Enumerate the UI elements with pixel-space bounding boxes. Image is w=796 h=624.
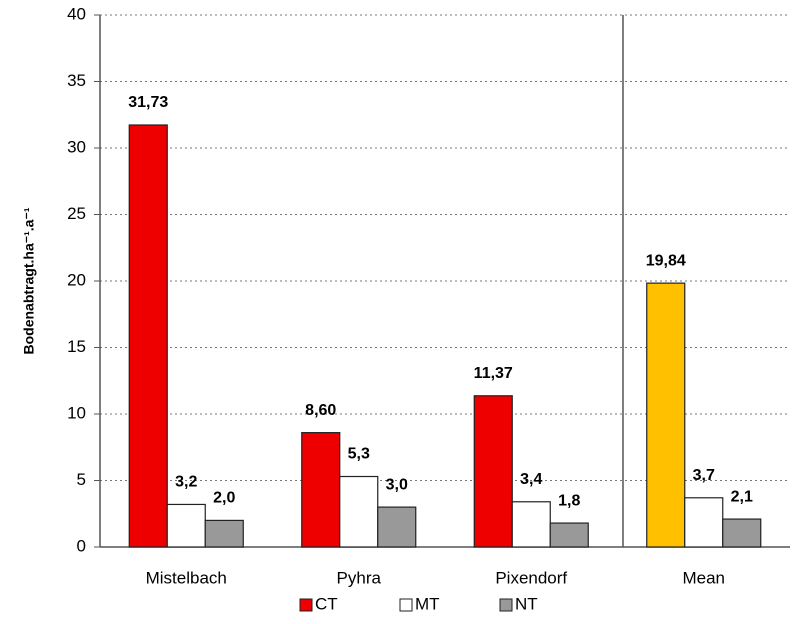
bar bbox=[722, 518, 762, 548]
y-tick-label: 40 bbox=[67, 4, 86, 23]
bar bbox=[646, 282, 686, 548]
legend-label: CT bbox=[315, 594, 338, 613]
legend-label: NT bbox=[515, 594, 538, 613]
bar bbox=[166, 503, 206, 548]
bar bbox=[684, 497, 724, 548]
bar bbox=[377, 506, 417, 548]
bar bbox=[473, 395, 513, 548]
legend-label: MT bbox=[415, 594, 440, 613]
y-tick-label: 10 bbox=[67, 403, 86, 422]
x-tick-label: Pyhra bbox=[337, 568, 382, 587]
bar bbox=[339, 475, 379, 548]
legend-swatch bbox=[299, 598, 313, 612]
bar bbox=[204, 519, 244, 548]
bar bbox=[301, 432, 341, 548]
y-tick-label: 30 bbox=[67, 137, 86, 156]
y-tick-label: 25 bbox=[67, 204, 86, 223]
value-label: 8,60 bbox=[305, 402, 336, 419]
y-axis-label: Bodenabtragt.ha⁻¹.a⁻¹ bbox=[21, 207, 37, 354]
y-tick-label: 15 bbox=[67, 337, 86, 356]
value-label: 2,1 bbox=[731, 488, 753, 505]
value-label: 3,7 bbox=[693, 467, 715, 484]
x-tick-label: Mean bbox=[682, 568, 725, 587]
value-label: 1,8 bbox=[558, 492, 580, 509]
value-label: 31,73 bbox=[128, 94, 168, 111]
value-label: 2,0 bbox=[213, 490, 235, 507]
x-tick-label: Mistelbach bbox=[146, 568, 227, 587]
value-label: 3,0 bbox=[386, 476, 408, 493]
value-label: 3,4 bbox=[520, 471, 542, 488]
y-tick-label: 35 bbox=[67, 71, 86, 90]
value-label: 11,37 bbox=[474, 365, 513, 382]
y-tick-label: 0 bbox=[77, 536, 86, 555]
bar bbox=[511, 501, 551, 548]
legend-swatch bbox=[399, 598, 413, 612]
bar bbox=[549, 522, 589, 548]
value-label: 19,84 bbox=[646, 252, 686, 269]
legend-swatch bbox=[499, 598, 513, 612]
y-tick-label: 5 bbox=[77, 470, 86, 489]
y-tick-label: 20 bbox=[67, 270, 86, 289]
x-tick-label: Pixendorf bbox=[495, 568, 567, 587]
bar bbox=[128, 124, 168, 548]
value-label: 3,2 bbox=[175, 474, 197, 491]
value-label: 5,3 bbox=[348, 446, 370, 463]
